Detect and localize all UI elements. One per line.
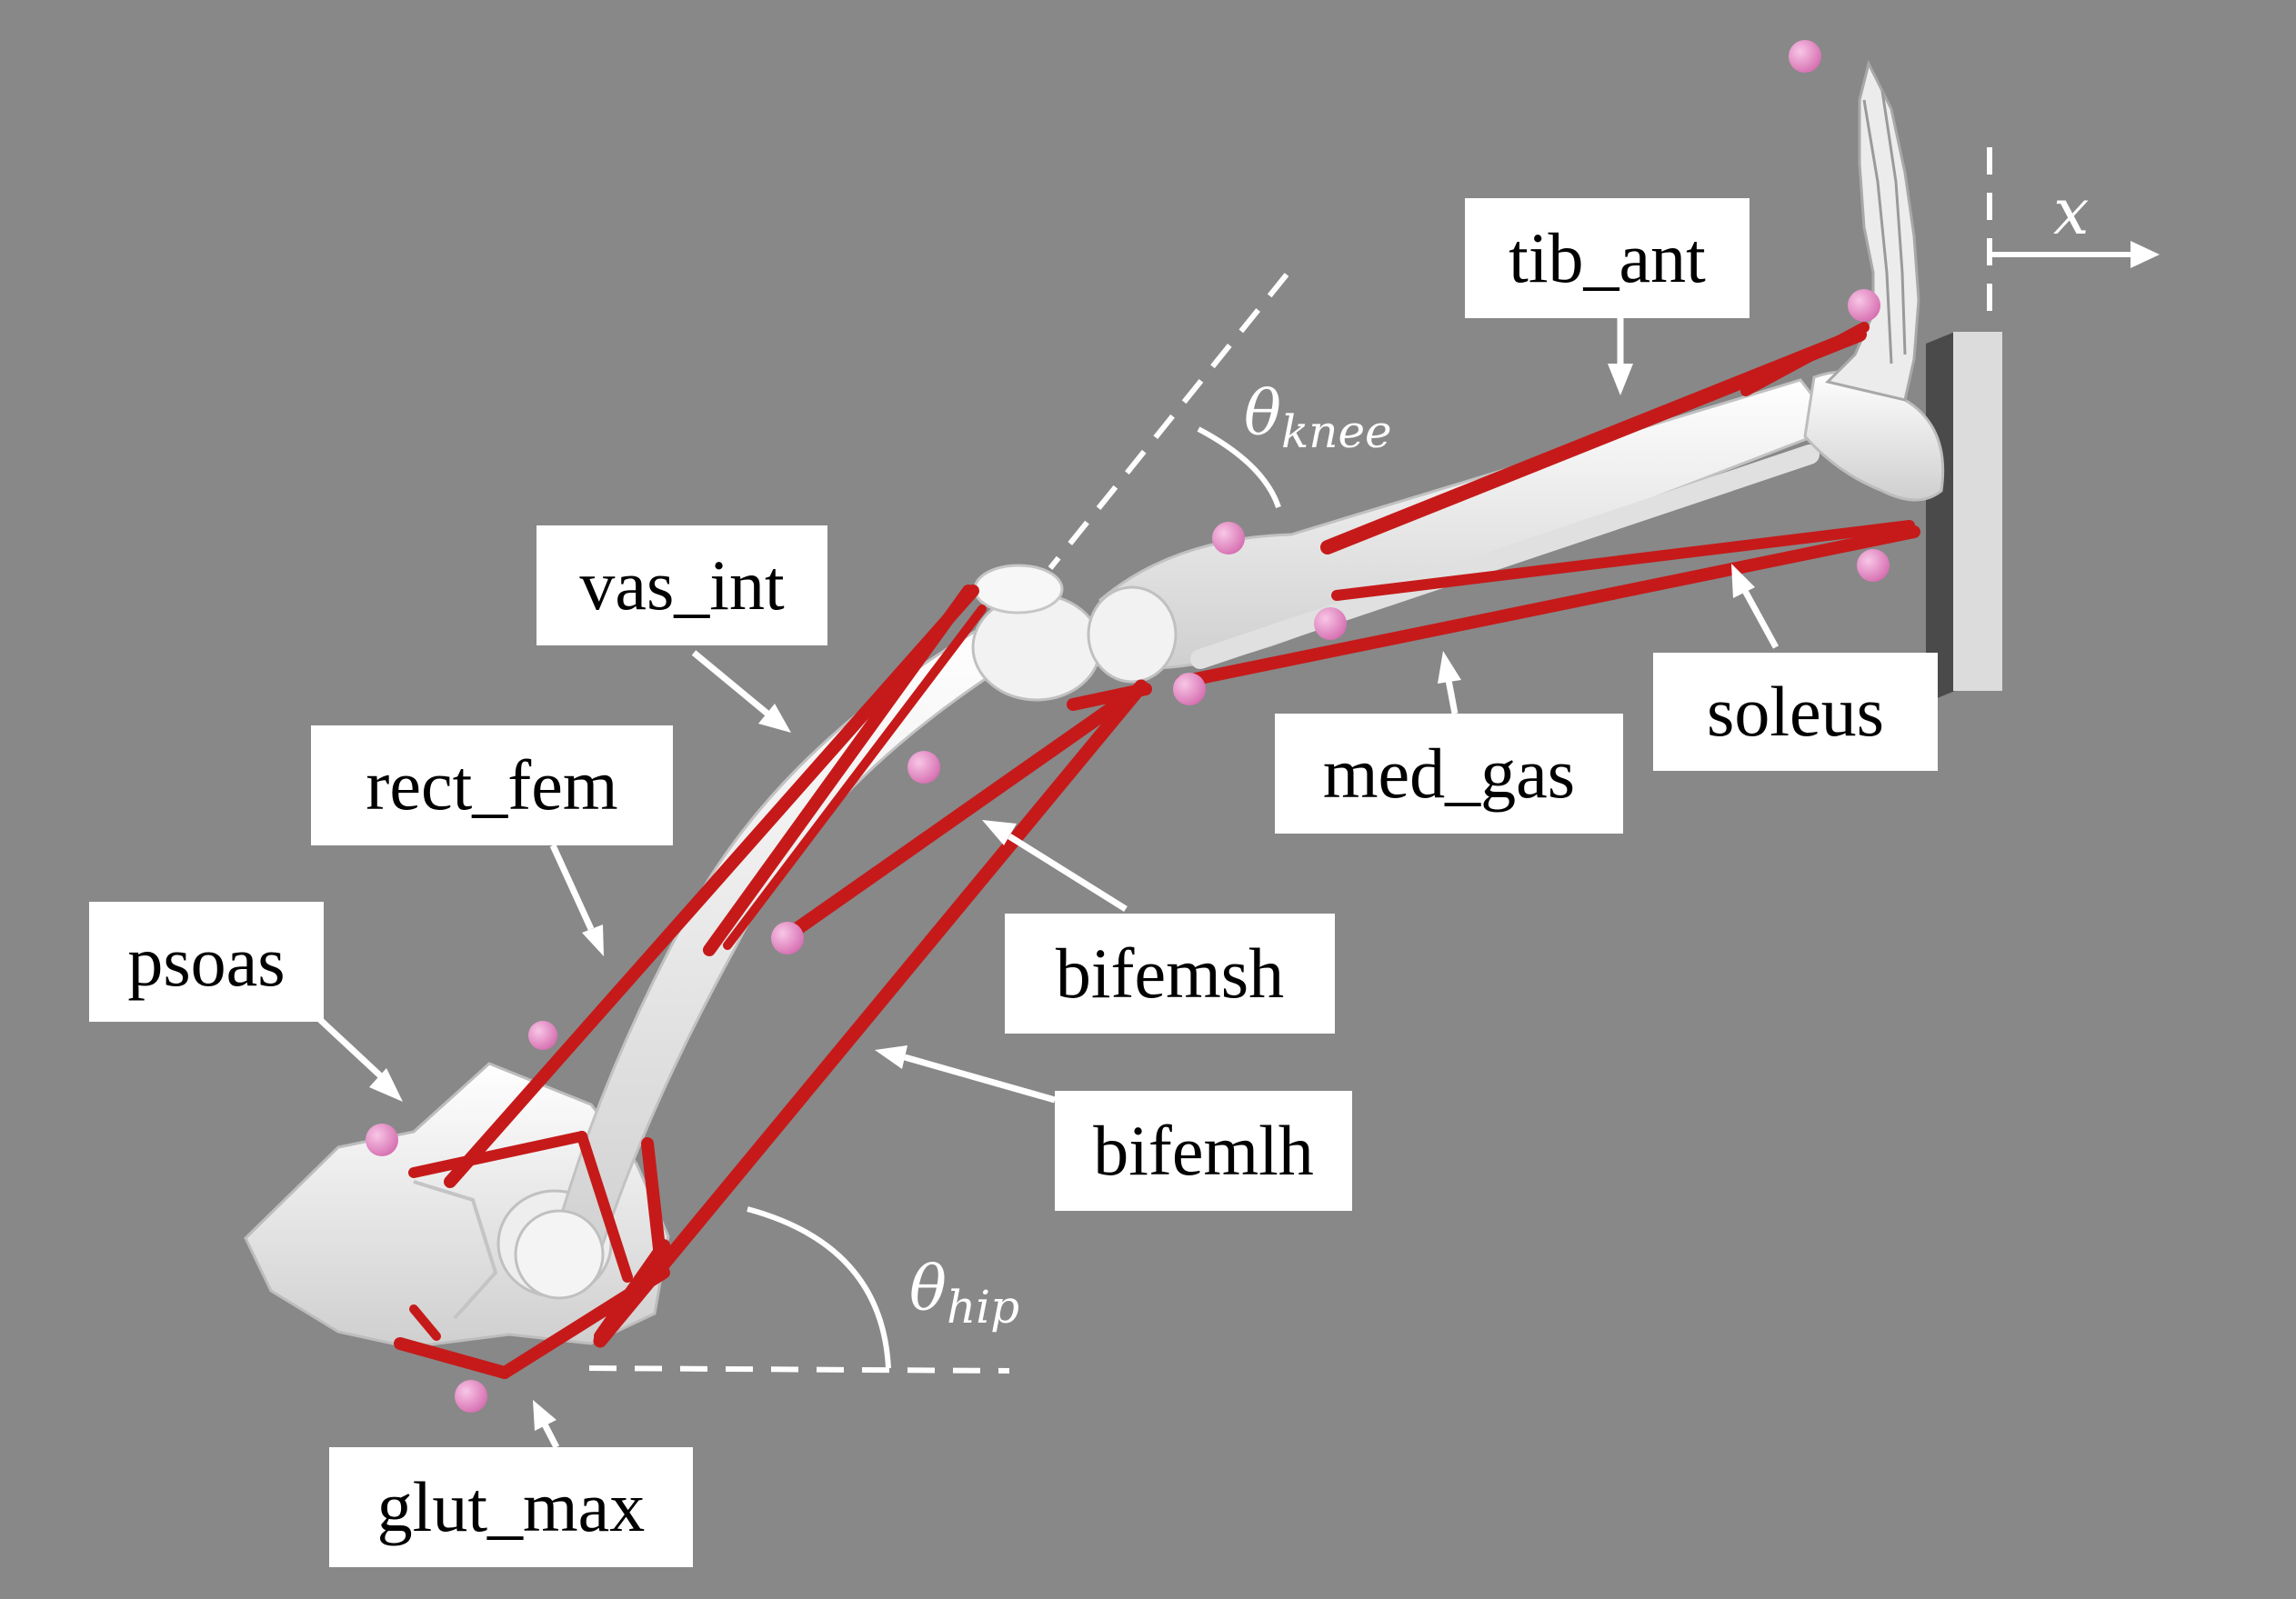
knee-angle-label: θknee	[1244, 384, 1392, 455]
marker-shank	[1314, 607, 1347, 640]
reference-lines	[588, 147, 1992, 1374]
hip-angle-symbol: θ	[909, 1254, 947, 1325]
glut-max-arrow	[533, 1400, 560, 1449]
foot-bones	[1803, 59, 1945, 502]
label-med-gas: med_gas	[1275, 714, 1623, 834]
marker-ankle-front	[1848, 289, 1880, 322]
marker-pelvis-bottom	[455, 1380, 487, 1413]
callout-arrows	[314, 318, 1780, 1449]
label-bifemlh: bifemlh	[1055, 1091, 1352, 1211]
label-glut-max: glut_max	[329, 1447, 693, 1567]
hip-angle-subscript: hip	[946, 1281, 1020, 1334]
muscle-med-gas	[1176, 525, 1920, 688]
bifemlh-arrow	[875, 1045, 1056, 1104]
marker-thigh-lower	[771, 922, 804, 954]
wall-plate	[1926, 332, 2002, 703]
marker-thigh	[907, 751, 940, 784]
hip-angle-label: θhip	[909, 1259, 1019, 1331]
muscle-glut-max	[394, 1337, 511, 1379]
knee-angle-arc	[1197, 426, 1281, 508]
tib-ant-arrow	[1608, 318, 1633, 395]
muscles	[394, 322, 1920, 1379]
marker-knee-back	[1173, 673, 1206, 705]
x-axis-label: x	[2053, 175, 2090, 249]
psoas-arrow	[314, 1014, 403, 1102]
med-gas-arrow	[1438, 651, 1461, 715]
bifemsh-arrow	[982, 820, 1128, 912]
marker-hip	[528, 1021, 557, 1050]
knee-angle-subscript: knee	[1280, 405, 1392, 458]
tibia-bone	[1087, 378, 1840, 684]
marker-heel	[1857, 549, 1890, 582]
hip-reference-line	[588, 1365, 1010, 1374]
marker-pelvis-front	[366, 1124, 398, 1156]
label-tib-ant: tib_ant	[1465, 198, 1750, 318]
muscle-rect-fem	[444, 585, 979, 1188]
label-bifemsh: bifemsh	[1005, 914, 1335, 1034]
label-vas-int: vas_int	[536, 525, 827, 645]
markers	[366, 40, 1890, 1413]
muscle-psoas	[408, 1131, 587, 1178]
x-axis-arrow	[1991, 241, 2160, 268]
marker-knee-upper	[1212, 522, 1245, 555]
rect-fem-arrow	[549, 844, 604, 956]
muscle-soleus	[1331, 520, 1915, 601]
muscle-bifemsh	[779, 684, 1144, 944]
label-soleus: soleus	[1653, 653, 1938, 771]
marker-toe	[1789, 40, 1821, 73]
knee-angle-symbol: θ	[1244, 378, 1281, 450]
muscle-bifemlh	[593, 679, 1148, 1348]
knee-reference-line	[1048, 273, 1289, 570]
muscle-tib-ant	[1320, 327, 1867, 555]
hip-angle-arc	[747, 1206, 891, 1369]
vas-int-arrow	[691, 650, 791, 733]
soleus-arrow	[1731, 564, 1780, 649]
label-rect-fem: rect_fem	[311, 725, 673, 845]
label-psoas: psoas	[89, 902, 324, 1022]
